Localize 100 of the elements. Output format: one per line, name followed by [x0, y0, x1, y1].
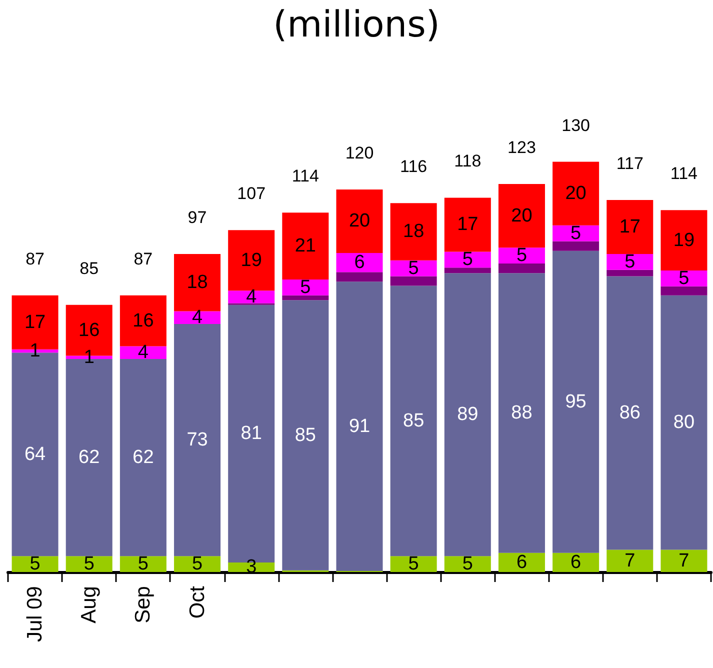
bar: [660, 210, 708, 271]
bar: [120, 358, 166, 556]
data-label: 5: [624, 251, 636, 272]
data-label: 7: [624, 550, 636, 572]
data-label: 18: [403, 221, 424, 242]
data-label: 62: [132, 447, 154, 468]
total-label: 120: [345, 143, 374, 162]
data-label: 19: [673, 230, 695, 251]
data-label: 5: [300, 276, 311, 298]
total-label: 114: [292, 166, 319, 186]
bar: [498, 264, 545, 274]
bar: [498, 552, 545, 572]
data-label: 5: [570, 222, 582, 244]
data-label: 16: [78, 320, 100, 341]
data-label: 7: [678, 550, 690, 572]
data-label: 5: [408, 554, 419, 575]
bar: [498, 273, 545, 553]
total-label: 87: [26, 249, 44, 268]
data-label: 5: [138, 554, 148, 575]
x-tick-label: Oct: [186, 586, 209, 619]
data-label: 17: [24, 312, 46, 333]
data-label: 4: [246, 286, 258, 308]
bar: [228, 230, 275, 291]
bar: [282, 295, 329, 300]
bar: [552, 162, 600, 226]
data-label: 19: [240, 250, 262, 271]
data-label: 18: [186, 272, 208, 294]
bar: [498, 248, 545, 264]
data-label: 6: [516, 552, 528, 573]
bar: [444, 268, 491, 274]
data-label: 62: [78, 447, 100, 468]
bar: [120, 556, 166, 572]
data-label: 86: [619, 402, 640, 424]
total-label: 118: [454, 152, 482, 171]
data-label: 1: [84, 346, 94, 368]
data-label: 95: [565, 391, 586, 412]
data-label: 81: [240, 423, 262, 444]
total-label: 117: [616, 154, 644, 173]
bar: [174, 324, 221, 556]
x-tick-label: Jul 09: [24, 586, 47, 642]
bar: [12, 556, 58, 572]
data-label: 89: [457, 404, 478, 426]
chart-title: (millions): [273, 4, 440, 46]
bar: [390, 276, 437, 286]
data-label: 85: [294, 424, 316, 446]
bar: [606, 200, 654, 254]
x-tick-label: Aug: [78, 586, 101, 624]
bar: [390, 203, 437, 260]
total-label: 107: [237, 184, 266, 204]
data-label: 5: [516, 245, 528, 266]
total-label: 130: [562, 116, 590, 135]
data-label: 6: [354, 252, 365, 274]
data-label: 20: [511, 205, 532, 226]
data-label: 17: [457, 214, 478, 236]
bar: [282, 300, 329, 570]
data-label: 5: [192, 554, 203, 575]
data-label: 4: [138, 342, 149, 364]
bar: [120, 346, 166, 359]
bar: [660, 550, 708, 572]
total-label: 87: [134, 249, 153, 268]
total-label: 114: [670, 164, 698, 184]
bar: [552, 250, 600, 553]
bar: [552, 225, 600, 242]
data-label: 5: [678, 268, 690, 289]
bar: [606, 276, 654, 550]
data-label: 16: [132, 310, 154, 332]
data-label: 17: [619, 216, 640, 238]
data-label: 5: [30, 554, 40, 575]
bar: [390, 556, 437, 572]
bar: [444, 273, 491, 556]
bar: [606, 550, 654, 572]
data-label: 5: [462, 554, 473, 575]
data-label: 88: [511, 402, 532, 424]
bar: [444, 556, 491, 572]
bar: [660, 270, 708, 286]
data-label: 80: [673, 412, 695, 434]
bar: [174, 311, 221, 324]
bar: [498, 184, 545, 248]
bar: [390, 286, 437, 556]
bar: [66, 556, 112, 572]
total-label: 116: [400, 157, 428, 176]
data-label: 5: [84, 554, 94, 575]
bar: [606, 270, 654, 276]
bar: [174, 556, 221, 572]
bar: [282, 279, 329, 296]
data-label: 73: [186, 430, 208, 451]
bar: [660, 295, 708, 550]
bar: [552, 241, 600, 251]
bar: [336, 272, 383, 282]
data-label: 20: [565, 183, 586, 204]
data-label: 21: [294, 236, 316, 257]
bar: [336, 253, 383, 272]
data-label: 5: [462, 249, 473, 270]
data-label: 85: [403, 410, 424, 432]
data-label: 1: [30, 340, 40, 362]
x-tick-label: Sep: [132, 586, 155, 624]
bar: [336, 189, 383, 254]
bar: [444, 198, 491, 252]
bar: [606, 254, 654, 270]
bar: [174, 254, 221, 312]
